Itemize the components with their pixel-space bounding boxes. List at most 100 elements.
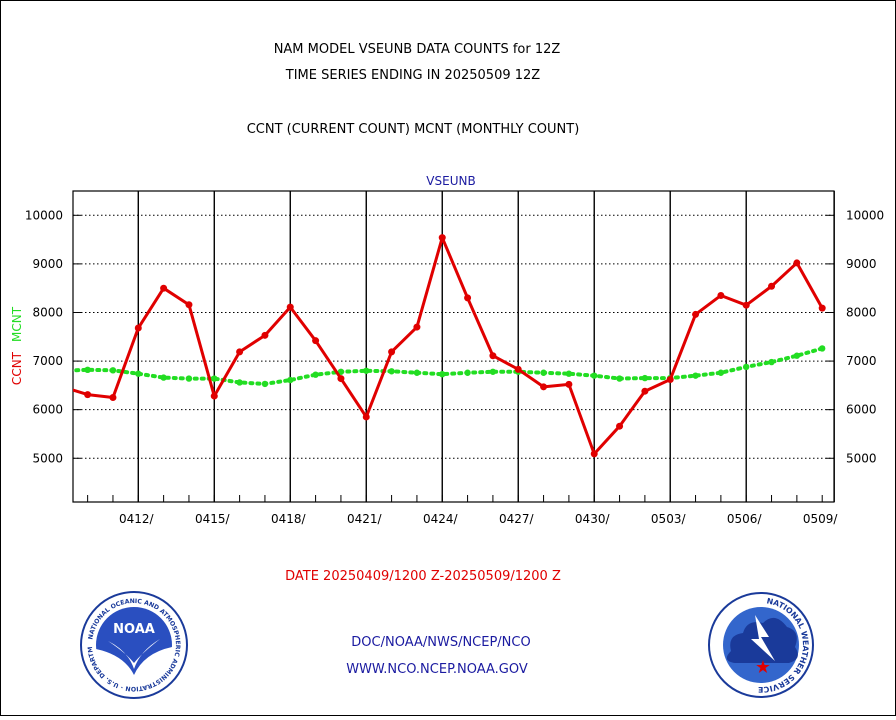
minor-x-ticks	[87, 495, 823, 502]
mcnt-point	[616, 375, 623, 382]
ccnt-point	[337, 375, 345, 383]
mcnt-point	[692, 372, 699, 379]
ccnt-point	[109, 394, 117, 402]
x-tick-label: 0506/	[727, 512, 763, 526]
x-tick-label: 0418/	[271, 512, 307, 526]
ccnt-point	[616, 422, 624, 430]
y-axis-label-mcnt: MCNT	[10, 306, 24, 342]
mcnt-point	[540, 369, 547, 376]
chart-title-line2: TIME SERIES ENDING IN 20250509 12Z	[285, 68, 541, 83]
ccnt-point	[362, 413, 370, 421]
x-tick-label: 0415/	[195, 512, 231, 526]
y-tick-label: 10000	[25, 208, 63, 222]
y-axis-label: CCNT MCNT	[10, 306, 24, 385]
footer-url[interactable]: WWW.NCO.NCEP.NOAA.GOV	[346, 662, 528, 677]
mcnt-point	[236, 379, 243, 386]
nws-logo: NATIONAL WEATHER SERVICE	[708, 592, 814, 698]
plot-border	[72, 190, 835, 503]
ccnt-point	[210, 392, 218, 400]
mcnt-point	[565, 370, 573, 377]
plot-title: VSEUNB	[426, 174, 475, 188]
y-tick-label: 7000	[846, 354, 877, 368]
noaa-logo-text: NOAA	[113, 622, 155, 637]
mcnt-point	[312, 371, 319, 378]
chart-subtitle: CCNT (CURRENT COUNT) MCNT (MONTHLY COUNT…	[247, 122, 580, 137]
ccnt-point	[641, 387, 649, 395]
ccnt-point	[565, 380, 573, 388]
y-tick-label: 6000	[846, 403, 877, 417]
ccnt-point	[134, 324, 142, 332]
x-tick-label: 0503/	[651, 512, 687, 526]
ccnt-point	[185, 301, 193, 309]
ccnt-point	[286, 303, 294, 311]
ccnt-point	[464, 294, 472, 302]
y-tick-label: 9000	[846, 257, 877, 271]
ccnt-point	[261, 331, 269, 339]
mcnt-point	[211, 375, 218, 382]
ccnt-point	[692, 310, 700, 318]
mcnt-point	[591, 372, 598, 379]
ccnt-point	[717, 291, 725, 299]
plot-area	[59, 190, 835, 503]
x-tick-labels: 0412/0415/0418/0421/0424/0427/0430/0503/…	[119, 512, 838, 526]
chart-title-line1: NAM MODEL VSEUNB DATA COUNTS for 12Z	[274, 42, 561, 57]
mcnt-point	[160, 374, 167, 381]
ccnt-point	[388, 348, 396, 356]
x-tick-label: 0427/	[499, 512, 535, 526]
date-range: DATE 20250409/1200 Z-20250509/1200 Z	[285, 569, 561, 584]
ccnt-point	[59, 383, 66, 390]
mcnt-point	[819, 345, 826, 352]
y-tick-label: 8000	[32, 305, 63, 319]
mcnt-point	[261, 380, 269, 388]
ccnt-point	[818, 304, 826, 312]
ccnt-point	[666, 376, 674, 384]
y-tick-label: 6000	[32, 403, 63, 417]
mcnt-point	[388, 368, 395, 375]
ccnt-point	[793, 259, 801, 267]
ccnt-point	[84, 391, 92, 399]
mcnt-point	[287, 376, 294, 384]
y-tick-label: 7000	[32, 354, 63, 368]
y-tick-labels-right: 5000 6000 7000 8000 9000 10000	[846, 208, 884, 465]
x-tick-label: 0430/	[575, 512, 611, 526]
mcnt-point	[464, 369, 471, 376]
mcnt-point	[185, 375, 193, 382]
mcnt-point	[363, 367, 370, 374]
ccnt-point	[768, 282, 776, 290]
mcnt-point	[337, 368, 345, 375]
x-tick-label: 0421/	[347, 512, 383, 526]
y-tick-label: 5000	[32, 451, 63, 465]
ccnt-point	[413, 323, 421, 331]
mcnt-point	[717, 369, 725, 376]
footer-org: DOC/NOAA/NWS/NCEP/NCO	[351, 635, 530, 650]
ccnt-point	[540, 383, 548, 391]
ccnt-point	[236, 348, 244, 356]
noaa-logo: NOAA NATIONAL OCEANIC AND ATMOSPHERIC AD…	[80, 591, 188, 699]
y-tick-label: 9000	[32, 257, 63, 271]
mcnt-point	[439, 370, 446, 378]
mcnt-point	[59, 368, 65, 374]
x-tick-label: 0424/	[423, 512, 459, 526]
y-tick-label: 5000	[846, 451, 877, 465]
mcnt-point	[743, 363, 750, 371]
ccnt-point	[590, 450, 598, 458]
y-axis-label-ccnt: CCNT	[10, 351, 24, 385]
y-tick-label: 8000	[846, 305, 877, 319]
ccnt-point	[514, 365, 522, 373]
y-tick-label: 10000	[846, 208, 884, 222]
mcnt-point	[768, 358, 775, 366]
x-tick-label: 0509/	[803, 512, 839, 526]
series-ccnt	[59, 234, 826, 458]
mcnt-point	[135, 370, 142, 377]
ccnt-point	[160, 284, 168, 292]
mcnt-point	[109, 367, 117, 374]
mcnt-point	[413, 369, 421, 376]
ccnt-point	[742, 301, 750, 309]
x-tick-label: 0412/	[119, 512, 155, 526]
mcnt-point	[489, 368, 497, 375]
mcnt-point	[793, 352, 801, 359]
ccnt-point	[438, 234, 446, 242]
mcnt-point	[84, 366, 91, 374]
